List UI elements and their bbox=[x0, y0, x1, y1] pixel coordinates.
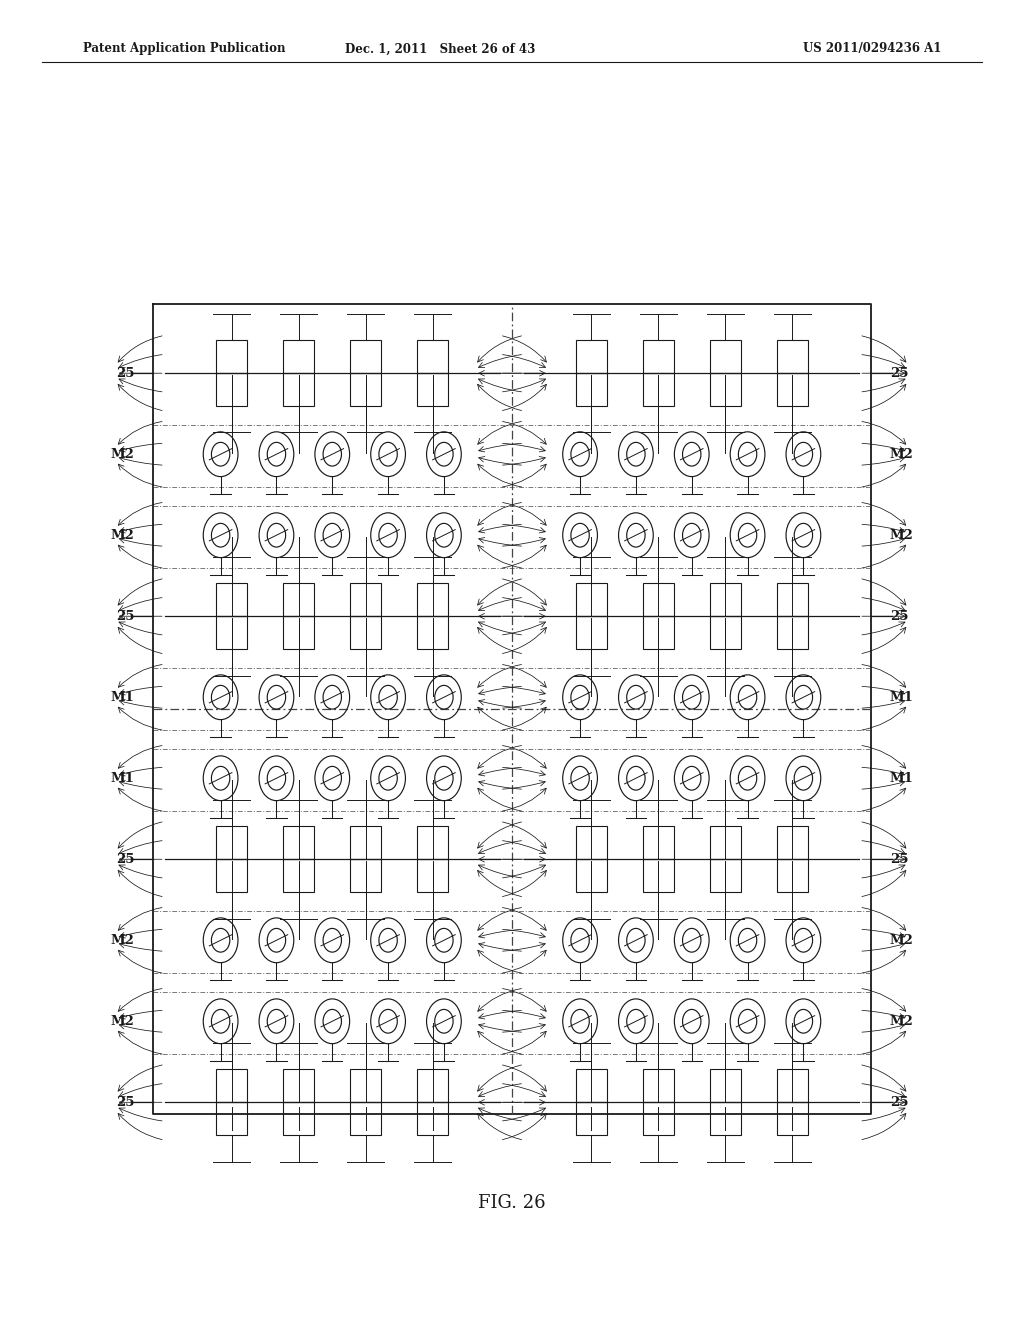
Bar bbox=[284, 826, 314, 859]
Bar bbox=[216, 859, 247, 892]
Bar bbox=[777, 616, 808, 649]
Text: M2: M2 bbox=[111, 447, 134, 461]
Bar bbox=[643, 1102, 674, 1135]
Text: FIG. 26: FIG. 26 bbox=[478, 1193, 546, 1212]
Bar bbox=[350, 859, 381, 892]
Bar bbox=[284, 583, 314, 616]
Bar bbox=[710, 616, 740, 649]
Bar bbox=[284, 341, 314, 374]
Bar bbox=[575, 859, 606, 892]
Bar bbox=[710, 583, 740, 616]
Bar bbox=[418, 1069, 449, 1102]
Bar bbox=[710, 826, 740, 859]
Bar bbox=[284, 859, 314, 892]
Bar bbox=[777, 1069, 808, 1102]
Text: M2: M2 bbox=[111, 529, 134, 541]
Text: M2: M2 bbox=[111, 933, 134, 946]
Text: US 2011/0294236 A1: US 2011/0294236 A1 bbox=[803, 42, 941, 55]
Bar bbox=[777, 374, 808, 407]
Bar bbox=[216, 374, 247, 407]
Bar bbox=[575, 374, 606, 407]
Text: M2: M2 bbox=[111, 1015, 134, 1028]
Text: Dec. 1, 2011   Sheet 26 of 43: Dec. 1, 2011 Sheet 26 of 43 bbox=[345, 42, 536, 55]
Bar bbox=[710, 1069, 740, 1102]
Bar bbox=[418, 341, 449, 374]
Bar bbox=[216, 1069, 247, 1102]
Bar bbox=[643, 583, 674, 616]
Bar bbox=[777, 583, 808, 616]
Bar bbox=[418, 1102, 449, 1135]
Text: 25: 25 bbox=[116, 853, 134, 866]
Bar bbox=[216, 826, 247, 859]
Bar bbox=[418, 859, 449, 892]
Bar bbox=[350, 583, 381, 616]
Text: M2: M2 bbox=[890, 447, 913, 461]
Text: Patent Application Publication: Patent Application Publication bbox=[83, 42, 286, 55]
Bar bbox=[777, 826, 808, 859]
Bar bbox=[284, 374, 314, 407]
Bar bbox=[643, 374, 674, 407]
Bar bbox=[350, 341, 381, 374]
Bar bbox=[284, 1102, 314, 1135]
Bar bbox=[284, 1069, 314, 1102]
Bar bbox=[350, 374, 381, 407]
Text: M1: M1 bbox=[890, 690, 913, 704]
Text: 25: 25 bbox=[116, 610, 134, 623]
Text: M1: M1 bbox=[890, 772, 913, 785]
Bar bbox=[216, 1102, 247, 1135]
Text: M2: M2 bbox=[890, 933, 913, 946]
Bar bbox=[284, 616, 314, 649]
Bar bbox=[418, 826, 449, 859]
Bar bbox=[575, 583, 606, 616]
Bar bbox=[777, 1102, 808, 1135]
Bar bbox=[418, 616, 449, 649]
Bar bbox=[575, 341, 606, 374]
Text: 25: 25 bbox=[890, 367, 908, 380]
Bar bbox=[350, 826, 381, 859]
Bar bbox=[643, 1069, 674, 1102]
Text: M1: M1 bbox=[111, 772, 134, 785]
Bar bbox=[575, 616, 606, 649]
Bar bbox=[710, 859, 740, 892]
Text: 25: 25 bbox=[890, 853, 908, 866]
Bar bbox=[350, 1069, 381, 1102]
Bar bbox=[216, 616, 247, 649]
Bar bbox=[777, 341, 808, 374]
Bar bbox=[777, 859, 808, 892]
Bar bbox=[643, 826, 674, 859]
Bar bbox=[418, 583, 449, 616]
Bar bbox=[643, 341, 674, 374]
Bar bbox=[216, 583, 247, 616]
Bar bbox=[710, 374, 740, 407]
Bar bbox=[418, 374, 449, 407]
Bar bbox=[575, 1102, 606, 1135]
Bar bbox=[350, 616, 381, 649]
Text: 25: 25 bbox=[116, 367, 134, 380]
Bar bbox=[710, 341, 740, 374]
Bar bbox=[216, 341, 247, 374]
Text: M1: M1 bbox=[111, 690, 134, 704]
Text: M2: M2 bbox=[890, 1015, 913, 1028]
Bar bbox=[350, 1102, 381, 1135]
Bar bbox=[575, 826, 606, 859]
Text: 25: 25 bbox=[890, 1096, 908, 1109]
Text: 25: 25 bbox=[116, 1096, 134, 1109]
Bar bbox=[710, 1102, 740, 1135]
Bar bbox=[643, 616, 674, 649]
Bar bbox=[575, 1069, 606, 1102]
Text: M2: M2 bbox=[890, 529, 913, 541]
Text: 25: 25 bbox=[890, 610, 908, 623]
Bar bbox=[643, 859, 674, 892]
